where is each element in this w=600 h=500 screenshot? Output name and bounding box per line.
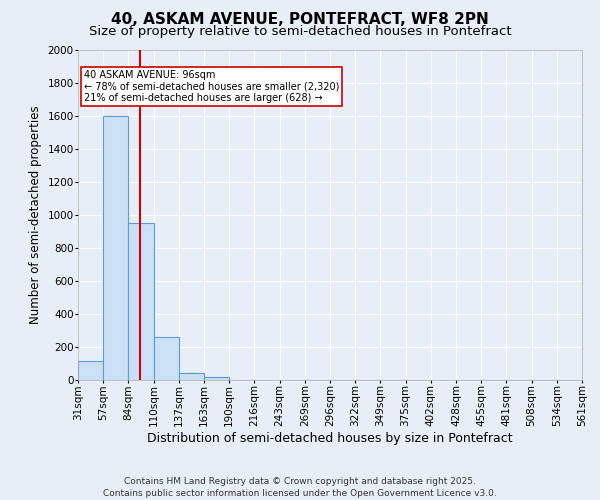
Bar (78, 361, 103, 380)
Bar (103, 116, 128, 380)
Text: Contains HM Land Registry data © Crown copyright and database right 2025.
Contai: Contains HM Land Registry data © Crown c… (103, 476, 497, 498)
Text: 40, ASKAM AVENUE, PONTEFRACT, WF8 2PN: 40, ASKAM AVENUE, PONTEFRACT, WF8 2PN (111, 12, 489, 28)
Text: Size of property relative to semi-detached houses in Pontefract: Size of property relative to semi-detach… (89, 25, 511, 38)
Bar (179, 374, 204, 380)
Bar (128, 223, 154, 380)
Text: 40 ASKAM AVENUE: 96sqm
← 78% of semi-detached houses are smaller (2,320)
21% of : 40 ASKAM AVENUE: 96sqm ← 78% of semi-det… (83, 70, 339, 103)
Y-axis label: Number of semi-detached properties: Number of semi-detached properties (29, 106, 42, 324)
X-axis label: Distribution of semi-detached houses by size in Pontefract: Distribution of semi-detached houses by … (147, 432, 513, 445)
Bar (204, 376, 229, 380)
Bar (154, 337, 179, 380)
